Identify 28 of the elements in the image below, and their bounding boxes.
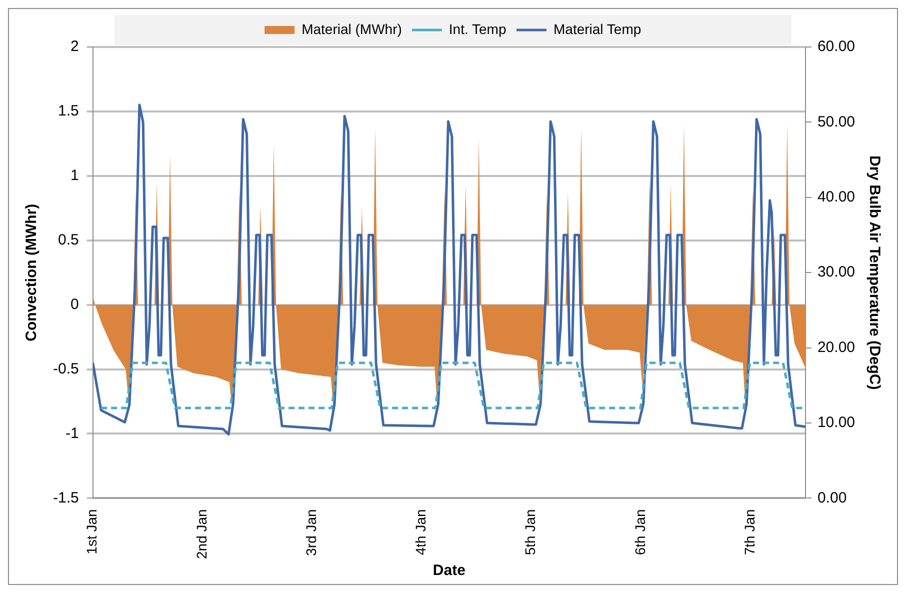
y-tick-label: 0.5	[58, 232, 79, 249]
y2-tick-label: 50.00	[817, 113, 856, 130]
x-tick-label: 1st Jan	[84, 509, 100, 554]
y-tick-label: 1.5	[58, 102, 79, 120]
x-tick-label: 5th Jan	[522, 509, 538, 556]
x-tick-label: 3rd Jan	[302, 509, 319, 556]
y-tick-label: -1.5	[52, 489, 79, 506]
y2-tick-label: 0.00	[817, 489, 847, 506]
y-tick-label: -0.5	[52, 360, 79, 378]
y2-tick-label: 30.00	[817, 264, 856, 281]
y2-tick-label: 60.00	[817, 38, 856, 56]
x-tick-label: 4th Jan	[412, 509, 429, 556]
y-tick-label: 2	[70, 38, 79, 56]
y-tick-label: -1	[66, 424, 79, 442]
legend-label: Int. Temp	[448, 20, 506, 37]
y2-axis-title: Dry Bulb Air Temperature (DegC)	[866, 155, 883, 390]
x-tick-label: 7th Jan	[742, 509, 758, 556]
legend-label: Material Temp	[553, 20, 642, 37]
y-tick-label: 1	[70, 167, 79, 184]
y2-tick-label: 20.00	[817, 338, 856, 356]
y2-tick-label: 40.00	[817, 188, 856, 206]
x-axis-title: Date	[432, 562, 466, 580]
x-tick-label: 2nd Jan	[193, 509, 210, 560]
y2-tick-label: 10.00	[817, 414, 856, 432]
legend-label: Material (MWhr)	[302, 20, 402, 37]
y-axis-title: Convection (MWhr)	[23, 204, 40, 342]
x-tick-label: 6th Jan	[632, 509, 648, 556]
y-tick-label: 0	[70, 296, 79, 313]
